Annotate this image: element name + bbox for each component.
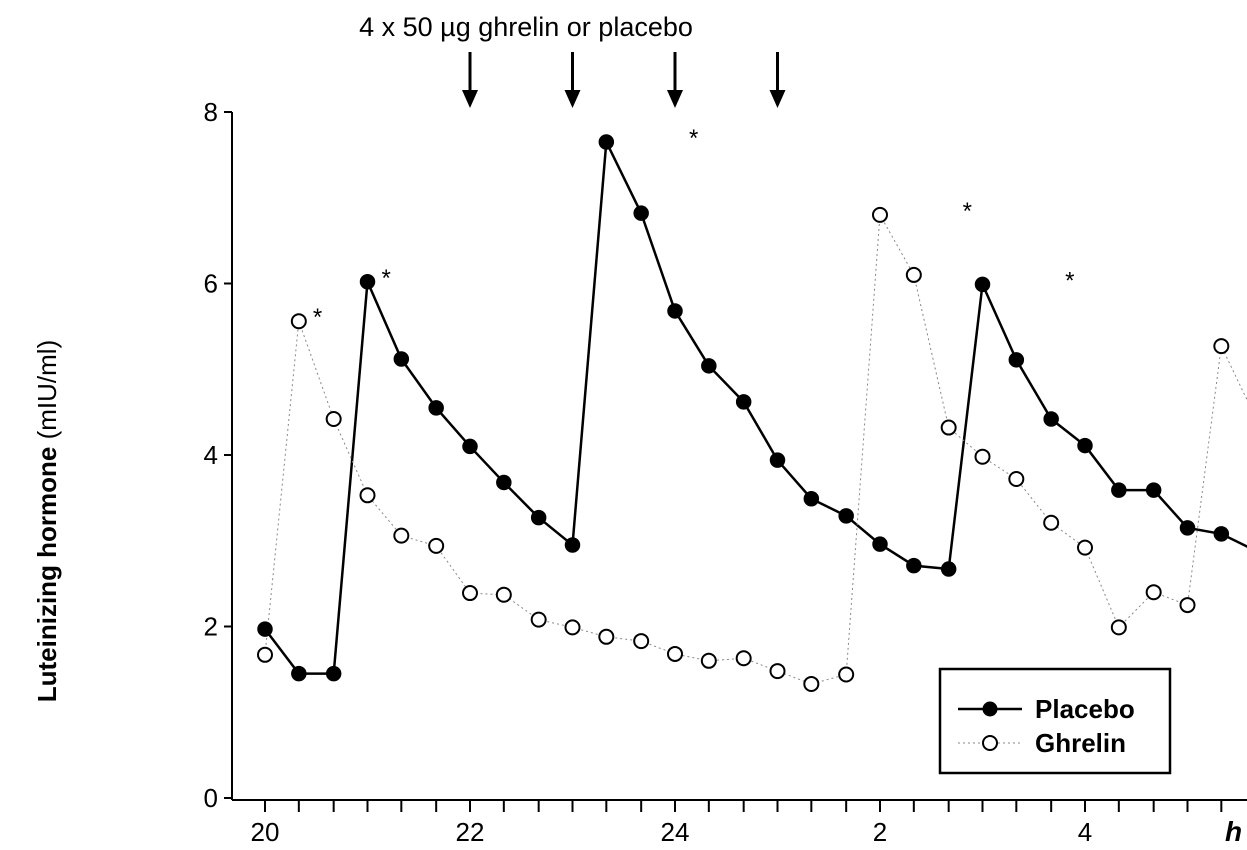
placebo-line — [264, 137, 1247, 675]
placebo-point — [1111, 482, 1127, 498]
series-markers — [257, 134, 1230, 692]
significance-star: * — [382, 265, 391, 292]
ghrelin-point — [803, 675, 820, 692]
x-tick-label: 22 — [456, 817, 485, 847]
injection-arrows: 4 x 50 µg ghrelin or placebo — [359, 12, 786, 108]
legend-label-ghrelin: Ghrelin — [1035, 728, 1126, 758]
significance-star: * — [689, 125, 698, 152]
ghrelin-point — [905, 266, 922, 283]
ghrelin-point — [1110, 619, 1127, 636]
axis-labels: h Luteinizing hormone (mIU/ml) — [32, 340, 1242, 847]
y-axis-title-unit: (mIU/ml) — [32, 340, 62, 447]
y-axis-title-main: Luteinizing hormone — [32, 447, 62, 703]
ghrelin-point — [1077, 539, 1093, 556]
ghrelin-point — [359, 487, 376, 504]
placebo-point — [974, 276, 991, 293]
x-tick-label: 4 — [1078, 817, 1092, 847]
ghrelin-point — [974, 448, 991, 465]
placebo-point — [701, 358, 717, 374]
significance-star: * — [1065, 267, 1074, 294]
x-tick-label: 24 — [661, 817, 690, 847]
placebo-point — [1008, 352, 1025, 368]
ghrelin-point — [495, 586, 512, 603]
placebo-point — [291, 665, 307, 682]
placebo-point — [1179, 520, 1196, 536]
ghrelin-point — [838, 666, 855, 683]
significance-marks: ******* — [313, 125, 1075, 331]
placebo-point — [667, 303, 683, 319]
placebo-point — [257, 621, 273, 637]
ghrelin-point — [564, 619, 581, 636]
injection-arrow-head — [564, 90, 581, 108]
ghrelin-point — [530, 611, 547, 628]
legend: Placebo Ghrelin — [938, 667, 1172, 775]
y-tick-label: 6 — [204, 269, 218, 299]
y-tick-label: 4 — [204, 440, 218, 470]
ghrelin-point — [667, 645, 683, 662]
placebo-point — [325, 665, 342, 682]
placebo-point — [940, 561, 957, 577]
y-tick-label: 8 — [204, 97, 218, 127]
placebo-point — [428, 400, 444, 416]
ghrelin-point — [1008, 471, 1025, 488]
placebo-point — [872, 536, 888, 552]
legend-marker-ghrelin — [982, 735, 998, 751]
ghrelin-point — [735, 650, 752, 667]
ghrelin-line — [264, 213, 1247, 685]
placebo-point — [906, 557, 922, 574]
placebo-point — [633, 205, 649, 221]
y-tick-label: 2 — [204, 612, 218, 642]
injection-arrow-head — [769, 90, 786, 108]
placebo-point — [1043, 411, 1059, 427]
ghrelin-point — [325, 410, 342, 427]
placebo-point — [1145, 482, 1162, 498]
series-lines — [264, 137, 1247, 685]
legend-marker-placebo — [982, 701, 998, 717]
ghrelin-point — [633, 633, 650, 650]
placebo-point — [1077, 437, 1093, 454]
placebo-point — [838, 508, 854, 524]
x-tick-label: 2 — [873, 817, 887, 847]
axes: 02468202224246 — [204, 97, 1247, 847]
ghrelin-point — [1213, 338, 1230, 355]
ghrelin-point — [462, 585, 478, 602]
ghrelin-point — [1179, 597, 1196, 614]
placebo-point — [769, 452, 786, 468]
legend-box — [938, 667, 1172, 775]
ghrelin-point — [1145, 584, 1162, 601]
x-tick-label: 20 — [251, 817, 280, 847]
x-axis-title: h — [1225, 816, 1242, 847]
injection-annotation: 4 x 50 µg ghrelin or placebo — [359, 12, 693, 42]
significance-star: * — [313, 304, 322, 331]
placebo-point — [1213, 526, 1230, 542]
placebo-point — [359, 274, 376, 290]
ghrelin-point — [700, 652, 717, 669]
placebo-point — [530, 509, 547, 526]
placebo-point — [735, 394, 752, 410]
ghrelin-point — [290, 313, 307, 330]
placebo-point — [803, 490, 820, 507]
ghrelin-point — [872, 206, 888, 223]
ghrelin-point — [940, 419, 957, 436]
ghrelin-point — [598, 628, 615, 645]
legend-label-placebo: Placebo — [1035, 694, 1135, 724]
injection-arrow-head — [462, 90, 478, 108]
placebo-point — [496, 474, 512, 491]
placebo-point — [564, 537, 581, 553]
ghrelin-point — [769, 663, 786, 680]
placebo-point — [462, 438, 478, 455]
placebo-point — [393, 351, 410, 367]
significance-star: * — [963, 198, 972, 225]
injection-arrow-head — [667, 90, 683, 108]
ghrelin-point — [393, 527, 410, 544]
y-axis-title: Luteinizing hormone (mIU/ml) — [32, 340, 62, 703]
ghrelin-point — [1043, 514, 1060, 531]
y-tick-label: 0 — [204, 783, 218, 813]
ghrelin-point — [257, 646, 273, 663]
ghrelin-point — [428, 537, 445, 554]
placebo-point — [598, 134, 615, 150]
